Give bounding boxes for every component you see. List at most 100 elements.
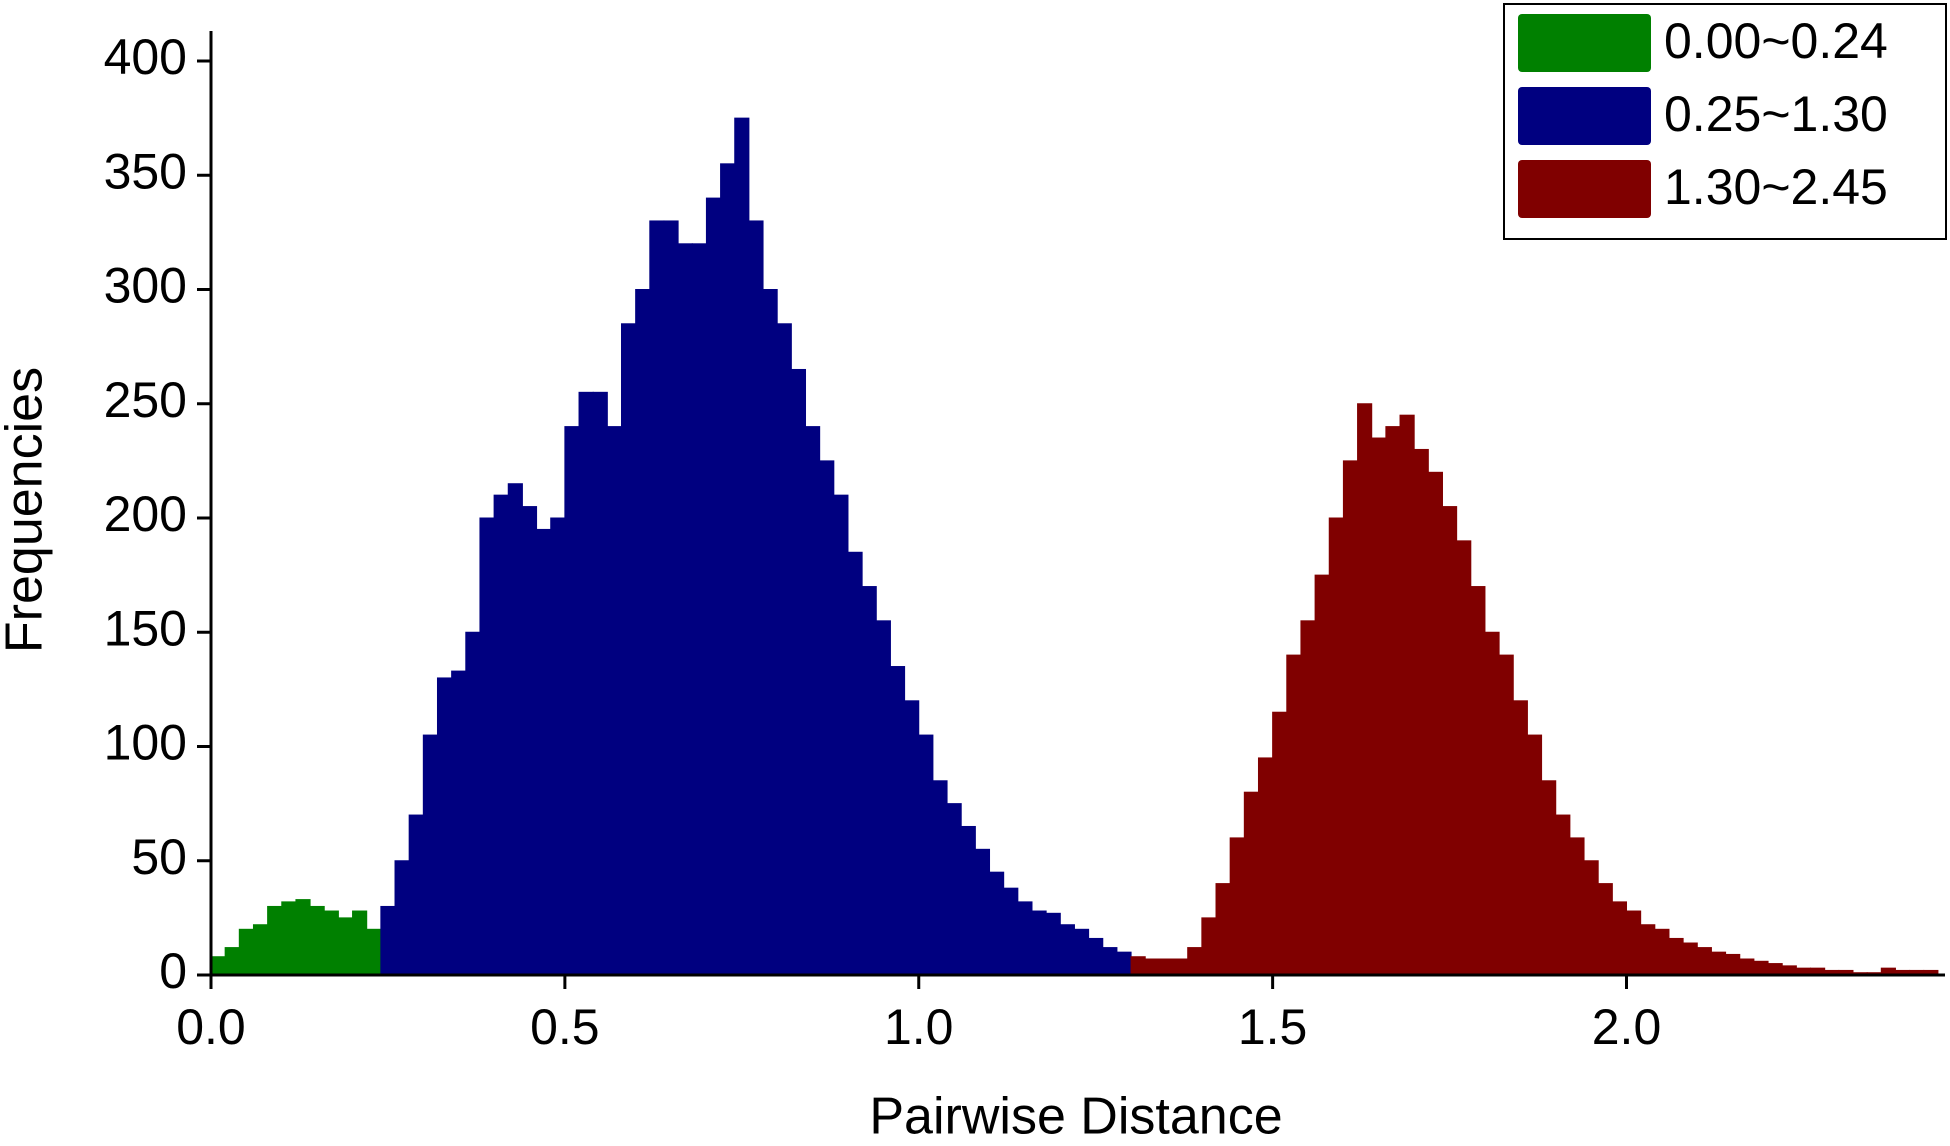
histogram-bar (1158, 958, 1175, 976)
legend-swatch (1518, 160, 1651, 218)
histogram-bar (578, 391, 594, 976)
histogram-bar (847, 551, 863, 976)
histogram-bar (493, 494, 509, 976)
histogram-bar (1484, 631, 1500, 976)
legend-swatch (1518, 87, 1651, 145)
histogram-bar (366, 928, 382, 976)
histogram-bar (819, 460, 835, 976)
histogram-bar (1626, 910, 1642, 976)
histogram-bar (1286, 654, 1302, 976)
histogram-bar (1272, 711, 1288, 976)
histogram-bar (238, 928, 254, 976)
histogram-bar (1257, 757, 1274, 976)
histogram-bar (1682, 942, 1698, 976)
histogram-bar (1668, 937, 1684, 976)
x-tick-label: 0.5 (530, 999, 600, 1055)
histogram-bar (1427, 471, 1443, 976)
histogram-bar (536, 528, 552, 976)
legend-label: 0.25~1.30 (1664, 86, 1888, 142)
y-axis-title: Frequencies (0, 367, 54, 653)
histogram-bar (1456, 540, 1472, 976)
histogram-bar (1413, 448, 1429, 976)
histogram-bar (436, 677, 453, 976)
histogram-bar (1541, 780, 1557, 976)
histogram-bar (1088, 937, 1104, 976)
histogram-bar (267, 905, 283, 976)
histogram-bar (663, 220, 679, 976)
histogram-bar (790, 368, 807, 976)
histogram-bar (1045, 912, 1061, 976)
histogram-bar (861, 586, 877, 976)
x-tick-label: 1.0 (884, 999, 954, 1055)
histogram-bar (394, 860, 410, 976)
histogram-bar (946, 803, 962, 976)
legend-swatch (1518, 14, 1651, 72)
histogram-bar (1144, 958, 1160, 976)
histogram-bar (1385, 426, 1401, 976)
histogram-bar (295, 899, 311, 976)
histogram-bar (507, 483, 523, 976)
histogram-bar (1470, 586, 1486, 976)
histogram-bar (1611, 901, 1628, 976)
histogram-bar (974, 848, 991, 976)
histogram-bar (224, 947, 240, 976)
legend-label: 0.00~0.24 (1664, 13, 1888, 69)
histogram-bar (606, 426, 622, 976)
histogram-bar (691, 243, 707, 976)
histogram-bar (521, 506, 538, 976)
histogram-bar (1215, 883, 1231, 976)
y-tick-label: 300 (104, 258, 187, 314)
histogram-bar (281, 901, 297, 976)
histogram-bar (1399, 414, 1415, 976)
y-tick-label: 150 (104, 600, 187, 656)
histogram-bar (1696, 947, 1712, 976)
histogram-bar (762, 289, 778, 976)
histogram-bar (1725, 953, 1741, 976)
histogram-bar (1357, 403, 1373, 976)
histogram-bar (422, 734, 438, 976)
histogram-bar (1498, 654, 1514, 976)
y-tick-label: 350 (104, 143, 187, 199)
histogram-bar (1229, 837, 1245, 976)
histogram-bar (1116, 951, 1132, 976)
histogram-bar (904, 700, 920, 976)
histogram-bar (748, 220, 764, 976)
histogram-bar (960, 825, 976, 976)
histogram-bar (776, 323, 792, 976)
histogram-bar (1102, 947, 1118, 976)
x-tick-label: 2.0 (1592, 999, 1662, 1055)
histogram-bar (252, 924, 269, 976)
x-tick-label: 0.0 (176, 999, 246, 1055)
histogram-bar (1569, 837, 1585, 976)
y-tick-label: 100 (104, 715, 187, 771)
histogram-bar (1739, 958, 1755, 976)
histogram-bar (1130, 956, 1146, 976)
histogram-bar (309, 905, 325, 976)
legend-label: 1.30~2.45 (1664, 159, 1888, 215)
histogram-bar (323, 910, 339, 976)
histogram-bar (875, 620, 891, 976)
histogram-bar (1328, 517, 1344, 976)
histogram-bar (932, 780, 948, 976)
histogram-bar (337, 917, 354, 976)
histogram-bar (1597, 883, 1613, 976)
y-tick-label: 250 (104, 372, 187, 428)
histogram-bar (705, 197, 722, 976)
histogram-bar (1059, 924, 1075, 976)
histogram-bar (734, 117, 750, 976)
histogram-bar (479, 517, 495, 976)
histogram-bar (1583, 860, 1599, 976)
histogram-bar (989, 871, 1005, 976)
x-axis-title: Pairwise Distance (869, 1088, 1282, 1146)
histogram-bar (805, 426, 821, 976)
histogram-bar (1300, 620, 1316, 976)
histogram-bar (1314, 574, 1330, 976)
histogram-bar (1441, 506, 1458, 976)
histogram-bar (918, 734, 934, 976)
x-tick-label: 1.5 (1238, 999, 1308, 1055)
y-tick-label: 200 (104, 486, 187, 542)
histogram-bar (1073, 928, 1090, 976)
histogram-bar (451, 670, 467, 976)
